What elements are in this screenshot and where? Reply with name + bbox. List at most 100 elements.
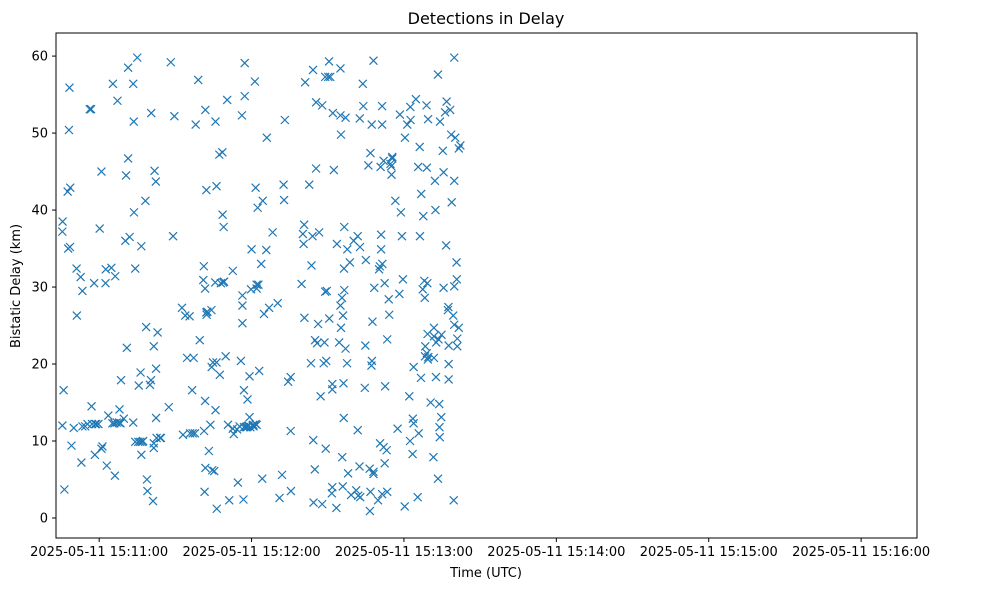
data-point-marker (164, 402, 174, 412)
data-point-marker (377, 259, 387, 269)
data-point-marker (429, 323, 439, 333)
data-point-marker (366, 148, 375, 158)
data-point-marker (367, 361, 376, 370)
data-point-marker (95, 224, 105, 233)
y-tick-label: 60 (31, 50, 48, 65)
data-point-marker (110, 271, 120, 281)
data-point-marker (128, 79, 138, 89)
data-point-marker (405, 436, 415, 446)
data-point-marker (223, 420, 233, 430)
data-point-marker (386, 161, 396, 171)
data-point-marker (449, 281, 459, 291)
data-point-marker (136, 450, 146, 460)
data-point-marker (358, 79, 368, 89)
data-point-marker (369, 283, 379, 293)
data-point-marker (448, 311, 458, 320)
data-point-marker (336, 323, 346, 333)
data-point-marker (101, 264, 111, 274)
data-point-marker (182, 353, 192, 363)
data-point-marker (393, 424, 403, 434)
data-point-marker (77, 421, 87, 431)
data-point-marker (300, 77, 310, 87)
data-point-marker (406, 115, 415, 125)
data-point-marker (217, 147, 227, 157)
data-point-marker (86, 104, 96, 114)
data-point-marker (345, 257, 355, 267)
data-point-marker (321, 356, 331, 366)
x-tick-label: 2025-05-11 15:15:00 (640, 545, 778, 560)
data-point-marker (257, 474, 267, 484)
data-point-marker (353, 425, 363, 435)
data-point-marker (251, 183, 261, 193)
data-point-marker (253, 203, 263, 213)
data-point-marker (431, 372, 441, 382)
data-point-marker (187, 385, 197, 395)
data-point-marker (355, 461, 364, 471)
data-point-marker (250, 77, 260, 86)
data-point-marker (219, 277, 229, 287)
data-point-marker (449, 53, 459, 63)
y-axis-label: Bistatic Delay (km) (9, 224, 24, 348)
data-point-marker (259, 309, 269, 319)
data-point-marker (339, 222, 349, 232)
data-point-marker (430, 176, 440, 186)
data-point-marker (418, 211, 428, 221)
data-point-marker (420, 293, 430, 303)
data-point-marker (135, 437, 145, 447)
data-point-marker (455, 140, 465, 150)
data-point-marker (219, 222, 229, 232)
data-point-marker (103, 411, 113, 421)
data-point-marker (123, 154, 133, 163)
data-point-marker (452, 334, 462, 344)
data-point-marker (360, 341, 370, 350)
data-point-marker (125, 232, 135, 242)
data-point-marker (298, 229, 308, 239)
data-point-marker (198, 275, 208, 285)
data-point-marker (229, 429, 239, 439)
data-point-marker (317, 100, 327, 110)
data-point-marker (343, 468, 353, 478)
data-point-marker (452, 257, 461, 267)
data-point-marker (450, 133, 460, 143)
data-point-marker (415, 231, 425, 241)
data-point-marker (248, 420, 258, 430)
data-point-marker (299, 239, 309, 249)
data-point-marker (59, 485, 69, 494)
y-axis-ticks: 0 10 20 30 40 50 60 (31, 50, 56, 526)
data-point-marker (264, 303, 274, 313)
data-point-marker (212, 504, 222, 514)
data-point-marker (443, 302, 453, 312)
data-point-marker (414, 428, 424, 438)
data-point-marker (190, 428, 200, 438)
data-point-marker (395, 110, 405, 120)
data-point-marker (123, 63, 133, 73)
data-point-marker (380, 381, 390, 391)
data-point-marker (416, 373, 426, 383)
data-point-marker (373, 495, 383, 505)
data-point-marker (423, 114, 433, 124)
data-point-marker (400, 133, 410, 143)
data-point-marker (416, 189, 426, 199)
data-point-marker (369, 467, 378, 477)
data-point-marker (377, 489, 387, 499)
data-point-marker (168, 231, 178, 241)
data-point-marker (338, 311, 348, 320)
data-point-marker (209, 466, 219, 476)
data-point-marker (207, 305, 216, 315)
data-point-marker (253, 280, 263, 290)
y-tick-label: 30 (31, 281, 48, 296)
data-point-marker (211, 117, 220, 126)
data-point-marker (367, 120, 377, 130)
data-point-marker (355, 492, 365, 502)
data-point-marker (380, 458, 390, 468)
data-point-marker (380, 278, 390, 288)
data-point-marker (328, 108, 338, 118)
data-point-marker (58, 217, 68, 227)
data-point-marker (422, 163, 432, 173)
y-tick-label: 40 (31, 204, 48, 219)
data-point-marker (72, 264, 81, 273)
chart-title: Detections in Delay (408, 9, 565, 28)
data-point-marker (325, 72, 335, 82)
data-point-marker (228, 266, 238, 276)
